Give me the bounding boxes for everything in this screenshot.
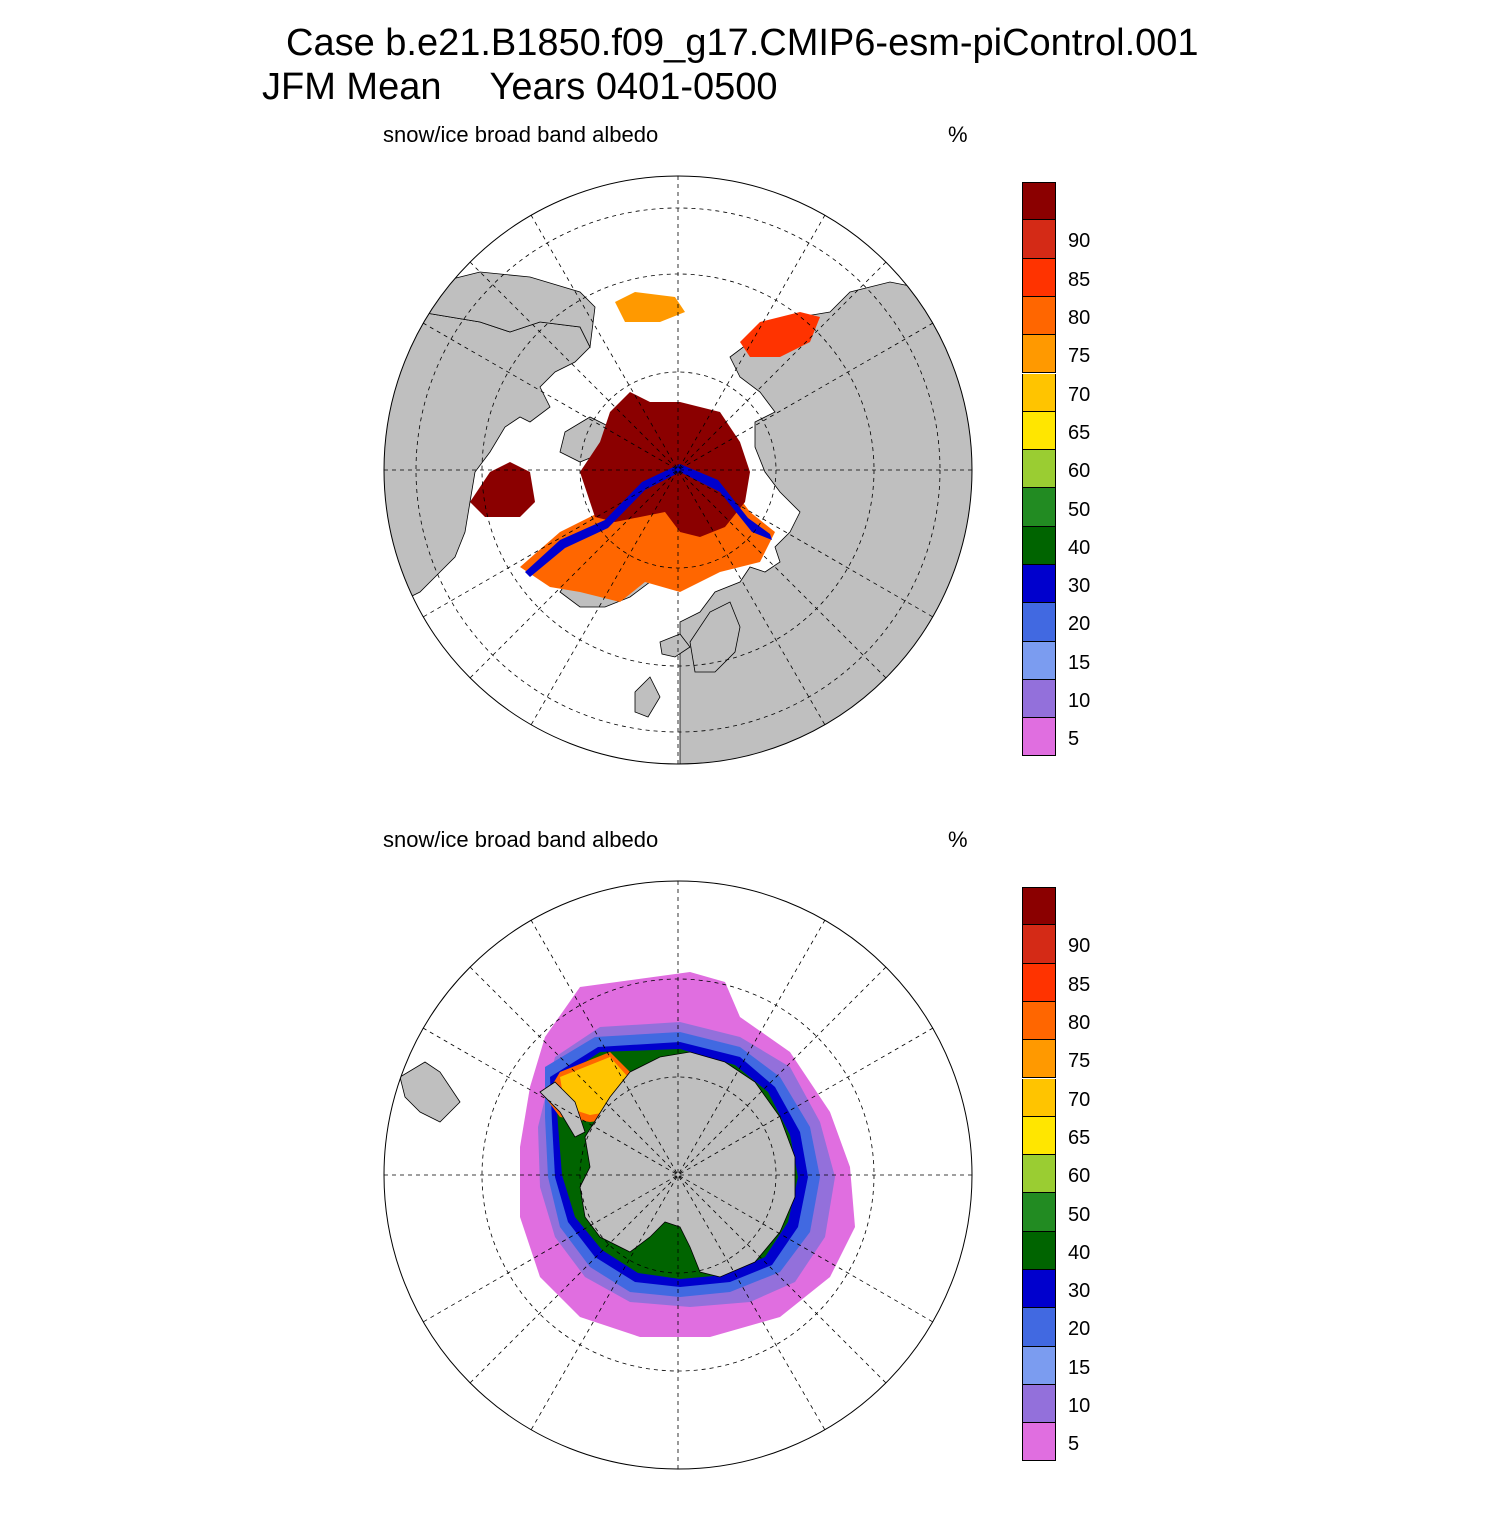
land-scandinavia: [689, 601, 741, 673]
figure-title: Case b.e21.B1850.f09_g17.CMIP6-esm-piCon…: [286, 22, 1199, 64]
arctic-ice-okhotsk: [615, 292, 685, 322]
colorbar-swatch: [1022, 1001, 1056, 1041]
colorbar-swatch: [1022, 526, 1056, 565]
arctic-panel: snow/ice broad band albedo %: [0, 110, 1500, 810]
colorbar-tick-label: 5: [1068, 728, 1080, 751]
colorbar-tick-label: 10: [1068, 690, 1091, 713]
colorbar-swatch: [1022, 887, 1056, 926]
colorbar-tick-label: 70: [1068, 383, 1091, 406]
colorbar-tick-label: 5: [1068, 1433, 1080, 1456]
land-south-america: [399, 1061, 461, 1123]
graticule: [384, 176, 972, 764]
colorbar-tick-label: 75: [1068, 345, 1091, 368]
variable-label: snow/ice broad band albedo: [383, 122, 659, 147]
colorbar-south: 5 10 15 20 30 40 50 60 65 70 75 80 85 90: [1022, 887, 1142, 1467]
colorbar-swatch: [1022, 603, 1056, 642]
colorbar-tick-label: 90: [1068, 230, 1091, 253]
units-label: %: [948, 122, 968, 147]
colorbar-tick-label: 60: [1068, 1165, 1091, 1188]
colorbar-swatch: [1022, 296, 1056, 336]
colorbar-tick-label: 85: [1068, 268, 1091, 291]
colorbar-swatch: [1022, 373, 1056, 412]
land-alaska: [419, 271, 596, 349]
colorbar-swatch: [1022, 1423, 1056, 1462]
colorbar-tick-label: 10: [1068, 1395, 1091, 1418]
variable-label: snow/ice broad band albedo: [383, 827, 659, 852]
colorbar-swatch: [1022, 641, 1056, 680]
colorbar-swatch: [1022, 679, 1056, 719]
colorbar-swatch: [1022, 182, 1056, 221]
colorbar-swatch: [1022, 1270, 1056, 1309]
colorbar-tick-label: 15: [1068, 651, 1091, 674]
colorbar-swatch: [1022, 1231, 1056, 1270]
colorbar-tick-label: 65: [1068, 1126, 1091, 1149]
colorbar-tick-label: 30: [1068, 1280, 1091, 1303]
colorbar-swatch: [1022, 565, 1056, 604]
colorbar-swatch: [1022, 718, 1056, 757]
land-antarctic-peninsula: [539, 1081, 586, 1138]
colorbar-tick-label: 20: [1068, 613, 1091, 636]
colorbar-tick-label: 80: [1068, 1012, 1091, 1035]
colorbar-swatch: [1022, 335, 1056, 374]
colorbar-tick-label: 20: [1068, 1318, 1091, 1341]
colorbar-swatch: [1022, 1078, 1056, 1117]
colorbar-swatch: [1022, 411, 1056, 451]
colorbar-tick-label: 40: [1068, 536, 1091, 559]
colorbar-tick-label: 60: [1068, 460, 1091, 483]
colorbar-tick-label: 15: [1068, 1356, 1091, 1379]
colorbar-tick-label: 65: [1068, 421, 1091, 444]
land-antarctica: [579, 1051, 796, 1278]
colorbar-swatch: [1022, 963, 1056, 1002]
land-british-isles: [634, 676, 661, 718]
colorbar-tick-label: 80: [1068, 307, 1091, 330]
colorbar-tick-label: 85: [1068, 973, 1091, 996]
graticule: [384, 881, 972, 1469]
colorbar-tick-label: 40: [1068, 1241, 1091, 1264]
years-label: Years 0401-0500: [489, 66, 778, 108]
arctic-ice-hudson: [470, 462, 535, 517]
colorbar-tick-label: 75: [1068, 1050, 1091, 1073]
colorbar-swatch: [1022, 1116, 1056, 1156]
colorbar-swatch: [1022, 258, 1056, 297]
land-eurasia: [679, 281, 972, 764]
colorbar-swatch: [1022, 488, 1056, 527]
land-iceland: [659, 633, 691, 658]
colorbar-tick-label: 50: [1068, 1203, 1091, 1226]
antarctic-panel: snow/ice broad band albedo %: [0, 815, 1500, 1515]
colorbar-tick-label: 70: [1068, 1088, 1091, 1111]
colorbar-tick-label: 50: [1068, 498, 1091, 521]
antarctic-map: [383, 880, 973, 1470]
colorbar-swatch: [1022, 1193, 1056, 1232]
arctic-ice-core: [580, 392, 750, 537]
arctic-ice-bering: [740, 312, 820, 357]
units-label: %: [948, 827, 968, 852]
colorbar-swatch: [1022, 1040, 1056, 1079]
colorbar-north: 5 10 15 20 30 40 50 60 65 70 75 80 85 90: [1022, 182, 1142, 762]
colorbar-swatch: [1022, 450, 1056, 489]
colorbar-swatch: [1022, 220, 1056, 259]
colorbar-tick-label: 90: [1068, 935, 1091, 958]
arctic-map: [383, 175, 973, 765]
season-label: JFM Mean: [262, 66, 442, 108]
colorbar-swatch: [1022, 1384, 1056, 1424]
colorbar-swatch: [1022, 1155, 1056, 1194]
colorbar-swatch: [1022, 1346, 1056, 1385]
colorbar-swatch: [1022, 925, 1056, 964]
figure-subtitle: JFM Mean Years 0401-0500: [262, 68, 778, 106]
colorbar-tick-label: 30: [1068, 575, 1091, 598]
colorbar-swatch: [1022, 1308, 1056, 1347]
